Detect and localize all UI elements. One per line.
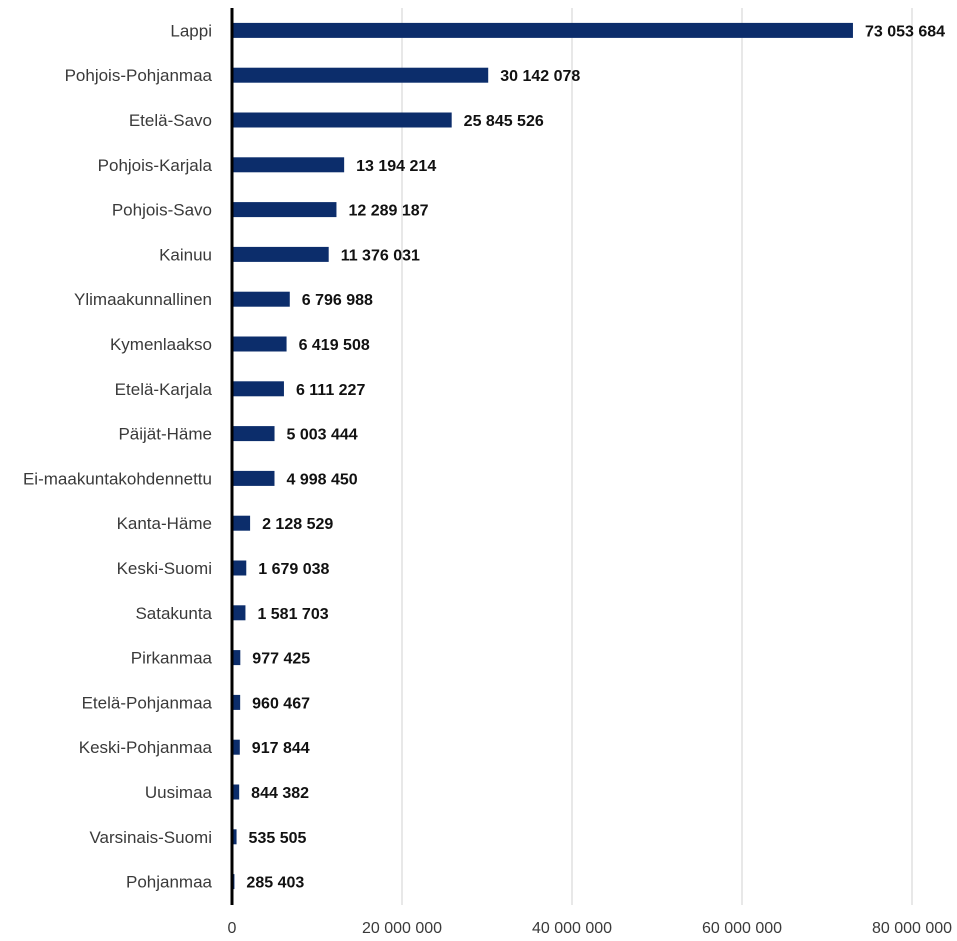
- category-label: Kainuu: [159, 245, 212, 264]
- x-tick-label: 40 000 000: [532, 920, 612, 937]
- data-label: 285 403: [246, 875, 304, 892]
- data-label: 30 142 078: [500, 68, 580, 85]
- data-label: 960 467: [252, 695, 310, 712]
- bar: [232, 650, 241, 666]
- x-tick-labels: 0 20 000 000 40 000 000 60 000 000 80 000 00…: [228, 920, 953, 937]
- bar: [232, 381, 284, 397]
- category-label: Pirkanmaa: [131, 649, 213, 668]
- data-label: 13 194 214: [356, 158, 436, 175]
- data-label: 73 053 684: [865, 23, 945, 40]
- bars: [232, 22, 853, 890]
- category-label: Uusimaa: [145, 783, 213, 802]
- category-label: Ei-maakuntakohdennettu: [23, 469, 212, 488]
- bar: [232, 246, 329, 262]
- category-label: Pohjois-Pohjanmaa: [65, 66, 213, 85]
- bar: [232, 784, 240, 800]
- gridlines: [401, 8, 913, 905]
- data-label: 844 382: [251, 785, 309, 802]
- data-label: 977 425: [252, 651, 310, 668]
- data-label: 6 419 508: [299, 337, 370, 354]
- data-label: 2 128 529: [262, 516, 333, 533]
- data-label: 917 844: [252, 740, 310, 757]
- data-label: 5 003 444: [287, 427, 358, 444]
- bar: [232, 739, 240, 755]
- x-tick-label: 60 000 000: [702, 920, 782, 937]
- data-label: 535 505: [249, 830, 307, 847]
- bar: [232, 829, 237, 845]
- category-label: Keski-Suomi: [117, 559, 212, 578]
- x-tick-label: 20 000 000: [362, 920, 442, 937]
- category-label: Etelä-Pohjanmaa: [82, 693, 213, 712]
- bar: [232, 515, 251, 531]
- bar: [232, 470, 275, 486]
- category-label: Pohjois-Karjala: [98, 156, 213, 175]
- category-labels: Lappi Pohjois-Pohjanmaa Etelä-Savo Pohjois-…: [23, 21, 213, 891]
- bar: [232, 67, 489, 83]
- category-label: Lappi: [170, 21, 212, 40]
- category-label: Varsinais-Suomi: [89, 828, 212, 847]
- data-label: 4 998 450: [286, 471, 357, 488]
- bar: [232, 291, 290, 307]
- bar: [232, 560, 247, 576]
- category-label: Pohjois-Savo: [112, 201, 212, 220]
- bar: [232, 605, 246, 621]
- category-label: Pohjanmaa: [126, 873, 213, 892]
- category-label: Satakunta: [135, 604, 212, 623]
- data-label: 6 111 227: [296, 382, 366, 399]
- bar: [232, 157, 345, 173]
- category-label: Etelä-Savo: [129, 111, 212, 130]
- category-label: Päijät-Häme: [118, 425, 212, 444]
- x-tick-label: 0: [228, 920, 237, 937]
- bar: [232, 112, 452, 128]
- bar: [232, 202, 337, 218]
- data-label: 1 581 703: [257, 606, 328, 623]
- data-label: 11 376 031: [341, 247, 420, 264]
- category-label: Keski-Pohjanmaa: [79, 738, 213, 757]
- category-label: Ylimaakunnallinen: [74, 290, 212, 309]
- bar: [232, 336, 287, 352]
- data-label: 25 845 526: [464, 113, 544, 130]
- bar: [232, 426, 275, 442]
- category-label: Etelä-Karjala: [115, 380, 213, 399]
- category-label: Kanta-Häme: [117, 514, 212, 533]
- x-tick-label: 80 000 000: [872, 920, 952, 937]
- category-label: Kymenlaakso: [110, 335, 212, 354]
- value-labels: 73 053 684 30 142 078 25 845 526 13 194 214…: [246, 23, 945, 891]
- data-label: 12 289 187: [348, 203, 428, 220]
- data-label: 6 796 988: [302, 292, 373, 309]
- data-label: 1 679 038: [258, 561, 329, 578]
- bar: [232, 694, 241, 710]
- bar: [232, 22, 853, 38]
